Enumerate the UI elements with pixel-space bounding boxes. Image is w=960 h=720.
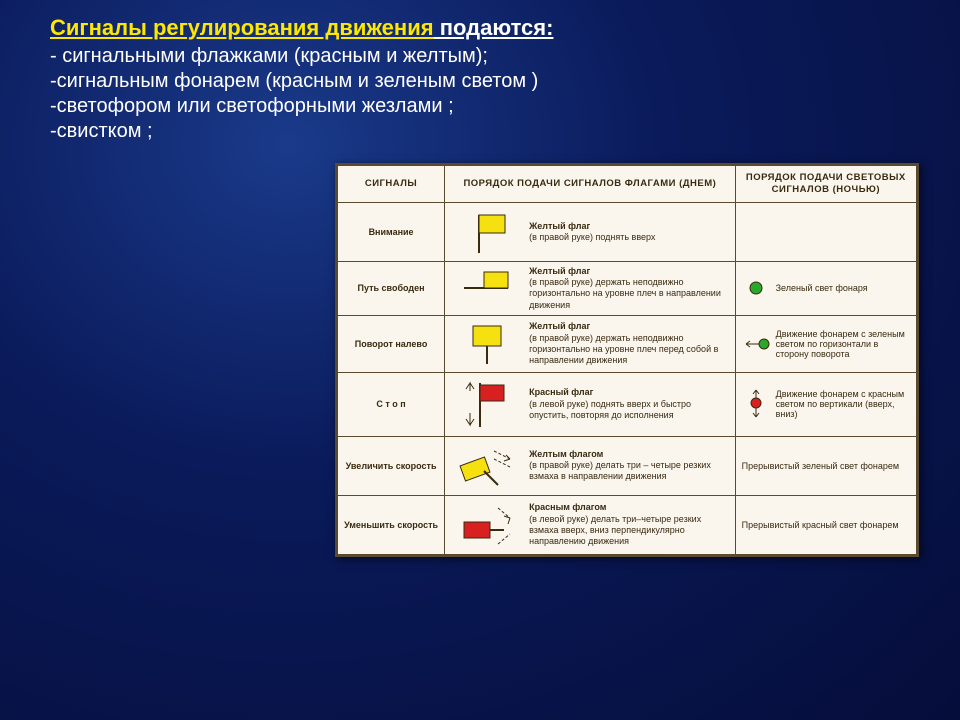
night-desc: Зеленый свет фонаря [776,283,868,293]
day-signal-cell: Желтым флагом(в правой руке) делать три … [445,436,736,495]
flag-icon [451,500,521,550]
day-signal-cell: Желтый флаг(в правой руке) держать непод… [445,315,736,372]
table-row: Увеличить скорость Желтым флагом(в правой… [338,436,917,495]
flag-icon [451,266,521,311]
night-signal-cell: Зеленый свет фонаря [735,261,916,315]
flag-icon [451,377,521,432]
night-desc: Прерывистый красный свет фонарем [742,520,899,530]
flag-icon [451,441,521,491]
night-icon [742,387,770,421]
night-desc: Движение фонарем с красным светом по вер… [776,389,910,419]
th-day: ПОРЯДОК ПОДАЧИ СИГНАЛОВ ФЛАГАМИ (ДНЕМ) [445,166,736,203]
night-icon [742,332,770,356]
table-row: Внимание Желтый флаг(в правой руке) подня… [338,202,917,261]
day-signal-cell: Красный флаг(в левой руке) поднять вверх… [445,372,736,436]
night-signal-cell: Движение фонарем с зеленым светом по гор… [735,315,916,372]
day-desc: Красным флагом(в левой руке) делать три–… [529,502,729,547]
table-row: Путь свободен Желтый флаг(в правой руке) … [338,261,917,315]
night-signal-cell: Прерывистый красный свет фонарем [735,495,916,554]
flag-icon [451,320,521,368]
day-signal-cell: Желтый флаг(в правой руке) поднять вверх [445,202,736,261]
title-line: Сигналы регулирования движения подаются: [50,15,930,41]
header-block: Сигналы регулирования движения подаются:… [0,0,960,150]
signals-table: СИГНАЛЫ ПОРЯДОК ПОДАЧИ СИГНАЛОВ ФЛАГАМИ … [337,165,917,555]
th-night: ПОРЯДОК ПОДАЧИ СВЕТОВЫХ СИГНАЛОВ (НОЧЬЮ) [735,166,916,203]
title-highlight: Сигналы регулирования движения [50,15,434,40]
signal-name: С т о п [338,372,445,436]
day-signal-cell: Желтый флаг(в правой руке) держать непод… [445,261,736,315]
signal-name: Внимание [338,202,445,261]
signal-name: Уменьшить скорость [338,495,445,554]
signal-name: Путь свободен [338,261,445,315]
day-desc: Желтый флаг(в правой руке) держать непод… [529,266,729,311]
signal-name: Увеличить скорость [338,436,445,495]
flag-icon [451,207,521,257]
day-desc: Желтый флаг(в правой руке) поднять вверх [529,221,655,244]
signals-table-wrap: СИГНАЛЫ ПОРЯДОК ПОДАЧИ СИГНАЛОВ ФЛАГАМИ … [335,163,919,557]
day-signal-cell: Красным флагом(в левой руке) делать три–… [445,495,736,554]
bullet-3: -свистком ; [50,120,930,143]
night-signal-cell: Движение фонарем с красным светом по вер… [735,372,916,436]
table-header-row: СИГНАЛЫ ПОРЯДОК ПОДАЧИ СИГНАЛОВ ФЛАГАМИ … [338,166,917,203]
day-desc: Красный флаг(в левой руке) поднять вверх… [529,387,729,421]
table-row: Поворот налево Желтый флаг(в правой руке)… [338,315,917,372]
table-row: Уменьшить скорость Красным флагом(в левой… [338,495,917,554]
bullet-0: - сигнальными флажками (красным и желтым… [50,45,930,68]
night-icon [742,276,770,300]
bullet-2: -светофором или светофорными жезлами ; [50,95,930,118]
signal-name: Поворот налево [338,315,445,372]
day-desc: Желтым флагом(в правой руке) делать три … [529,449,729,483]
night-signal-cell [735,202,916,261]
night-signal-cell: Прерывистый зеленый свет фонарем [735,436,916,495]
table-row: С т о п Красный флаг(в левой руке) поднят… [338,372,917,436]
th-signals: СИГНАЛЫ [338,166,445,203]
night-desc: Прерывистый зеленый свет фонарем [742,461,899,471]
day-desc: Желтый флаг(в правой руке) держать непод… [529,321,729,366]
night-desc: Движение фонарем с зеленым светом по гор… [776,329,910,359]
title-rest: подаются: [434,15,554,40]
bullet-1: -сигнальным фонарем (красным и зеленым с… [50,70,930,93]
